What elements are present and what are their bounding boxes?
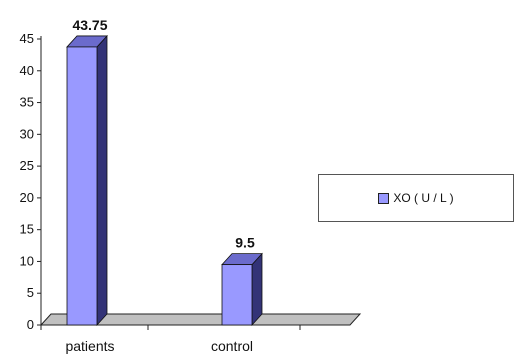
y-tick-label: 25: [20, 158, 34, 173]
bar-control: [221, 264, 253, 326]
x-category-label: control: [211, 338, 253, 354]
bar-side: [96, 34, 108, 327]
bar-side: [251, 252, 263, 327]
y-tick-label: 0: [27, 317, 34, 332]
bar-patients: [66, 46, 98, 326]
legend-label: XO ( U / L ): [393, 191, 454, 205]
legend-swatch: [378, 192, 390, 204]
y-tick-label: 20: [20, 190, 34, 205]
y-tick-label: 40: [20, 63, 34, 78]
y-tick-label: 35: [20, 95, 34, 110]
y-tick-label: 15: [20, 222, 34, 237]
legend: XO ( U / L ): [318, 174, 514, 222]
data-label: 43.75: [72, 17, 107, 33]
y-tick-label: 45: [20, 31, 34, 46]
y-tick-label: 5: [27, 285, 34, 300]
x-category-label: patients: [65, 338, 114, 354]
y-tick-label: 10: [20, 253, 34, 268]
data-label: 9.5: [235, 235, 255, 251]
y-tick-label: 30: [20, 126, 34, 141]
